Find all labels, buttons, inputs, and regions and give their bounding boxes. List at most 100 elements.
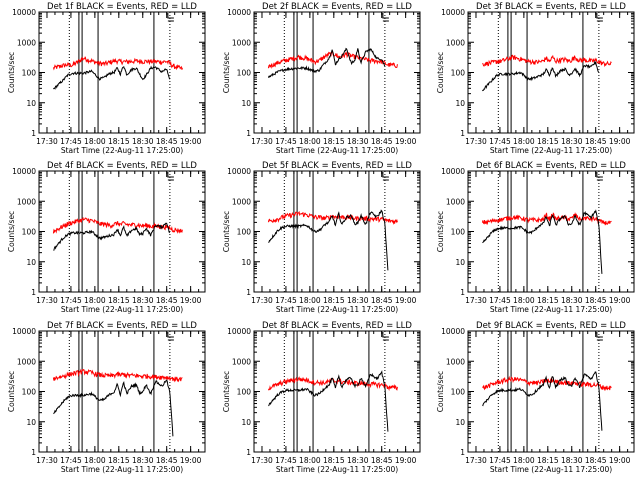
x-tick-label: 18:30 — [561, 296, 583, 305]
y-tick-label: 10 — [455, 99, 465, 108]
y-tick-label: 10 — [455, 418, 465, 427]
x-axis-label: Start Time (22-Aug-11 17:25:00) — [61, 465, 183, 474]
x-tick-label: 18:45 — [156, 137, 178, 146]
x-tick-label: 18:15 — [108, 456, 130, 465]
x-tick-label: 17:45 — [489, 456, 511, 465]
x-tick-label: 17:30 — [251, 456, 273, 465]
x-tick-label: 18:00 — [513, 137, 535, 146]
x-tick-label: 18:00 — [84, 456, 106, 465]
plot-frame — [253, 11, 421, 134]
y-tick-label: 100 — [237, 388, 252, 397]
y-tick-label: 100 — [22, 388, 37, 397]
x-tick-label: 19:00 — [180, 137, 202, 146]
detector-panel: Det 3f BLACK = Events, RED = LLD 1 10 100 10… — [436, 2, 635, 155]
x-tick-label: 18:15 — [323, 456, 345, 465]
events-series-line — [482, 209, 603, 274]
x-tick-label: 18:45 — [156, 456, 178, 465]
detector-panel: Det 9f BLACK = Events, RED = LLD 1 10 100 10… — [436, 321, 635, 474]
y-axis-label: Counts/sec — [436, 52, 445, 93]
panel-title: Det 7f BLACK = Events, RED = LLD — [47, 321, 197, 331]
y-tick-label: 1 — [246, 129, 251, 138]
lld-series-line — [481, 211, 612, 226]
detector-panel: Det 6f BLACK = Events, RED = LLD 1 10 100 10… — [436, 161, 635, 314]
y-tick-label: 10000 — [227, 167, 251, 176]
panel-title: Det 3f BLACK = Events, RED = LLD — [476, 2, 626, 12]
y-axis-label: Counts/sec — [222, 52, 231, 93]
y-tick-label: 10000 — [12, 8, 36, 17]
y-tick-label: 10 — [26, 99, 36, 108]
y-tick-label: 1000 — [232, 197, 251, 206]
y-tick-label: 10 — [241, 99, 251, 108]
y-tick-label: 10000 — [441, 8, 465, 17]
x-tick-label: 17:45 — [275, 137, 297, 146]
x-tick-label: 18:15 — [537, 137, 559, 146]
y-tick-label: 1 — [31, 129, 36, 138]
x-axis-label: Start Time (22-Aug-11 17:25:00) — [490, 146, 612, 155]
x-tick-label: 18:45 — [156, 296, 178, 305]
x-tick-label: 18:45 — [371, 137, 393, 146]
x-axis-label: Start Time (22-Aug-11 17:25:00) — [61, 305, 183, 314]
panel-title: Det 9f BLACK = Events, RED = LLD — [476, 321, 626, 331]
x-tick-label: 17:30 — [465, 137, 487, 146]
x-tick-label: 17:45 — [60, 296, 82, 305]
y-tick-label: 1000 — [17, 357, 36, 366]
y-tick-label: 100 — [451, 228, 466, 237]
x-tick-label: 18:45 — [585, 137, 607, 146]
x-tick-label: 17:45 — [275, 296, 297, 305]
panel-title: Det 6f BLACK = Events, RED = LLD — [476, 161, 626, 171]
range-bracket — [596, 13, 603, 19]
x-tick-label: 17:30 — [36, 456, 58, 465]
detector-panel: Det 7f BLACK = Events, RED = LLD 1 10 100 10… — [7, 321, 206, 474]
x-axis-label: Start Time (22-Aug-11 17:25:00) — [61, 146, 183, 155]
lld-series-line — [52, 216, 183, 234]
x-tick-label: 18:30 — [132, 137, 154, 146]
x-tick-label: 18:45 — [585, 296, 607, 305]
x-tick-label: 19:00 — [395, 456, 417, 465]
y-tick-label: 10000 — [441, 327, 465, 336]
y-tick-label: 10 — [26, 258, 36, 267]
range-bracket — [167, 13, 174, 19]
y-tick-label: 1 — [460, 288, 465, 297]
range-bracket — [382, 172, 389, 178]
y-tick-label: 1000 — [446, 357, 465, 366]
x-tick-label: 18:15 — [537, 456, 559, 465]
y-tick-label: 1 — [31, 448, 36, 457]
x-tick-label: 18:15 — [323, 296, 345, 305]
y-tick-label: 10 — [455, 258, 465, 267]
x-tick-label: 19:00 — [609, 456, 631, 465]
x-axis-label: Start Time (22-Aug-11 17:25:00) — [490, 305, 612, 314]
events-series-line — [53, 222, 171, 251]
x-tick-label: 18:00 — [299, 456, 321, 465]
y-axis-label: Counts/sec — [7, 211, 16, 252]
y-tick-label: 10 — [241, 258, 251, 267]
x-tick-label: 18:00 — [299, 137, 321, 146]
y-tick-label: 1000 — [17, 38, 36, 47]
x-tick-label: 17:45 — [489, 296, 511, 305]
y-tick-label: 100 — [237, 228, 252, 237]
y-tick-label: 10 — [26, 418, 36, 427]
x-axis-label: Start Time (22-Aug-11 17:25:00) — [276, 146, 398, 155]
y-tick-label: 10000 — [12, 327, 36, 336]
y-tick-label: 1 — [460, 129, 465, 138]
detector-panel: Det 1f BLACK = Events, RED = LLD 1 10 100 10… — [7, 2, 206, 155]
detector-panel: Det 4f BLACK = Events, RED = LLD 1 10 100 10… — [7, 161, 206, 314]
y-tick-label: 10000 — [227, 8, 251, 17]
x-tick-label: 17:30 — [465, 296, 487, 305]
x-tick-label: 18:00 — [299, 296, 321, 305]
x-tick-label: 18:45 — [585, 456, 607, 465]
events-series-line — [482, 60, 600, 92]
x-tick-label: 19:00 — [395, 137, 417, 146]
range-bracket — [167, 332, 174, 338]
x-tick-label: 17:30 — [36, 296, 58, 305]
x-axis-label: Start Time (22-Aug-11 17:25:00) — [490, 465, 612, 474]
y-tick-label: 10 — [241, 418, 251, 427]
panel-title: Det 8f BLACK = Events, RED = LLD — [262, 321, 412, 331]
x-tick-label: 18:30 — [561, 137, 583, 146]
x-tick-label: 18:00 — [513, 296, 535, 305]
x-tick-label: 19:00 — [180, 456, 202, 465]
y-axis-label: Counts/sec — [7, 52, 16, 93]
x-tick-label: 18:15 — [323, 137, 345, 146]
range-bracket — [382, 13, 389, 19]
